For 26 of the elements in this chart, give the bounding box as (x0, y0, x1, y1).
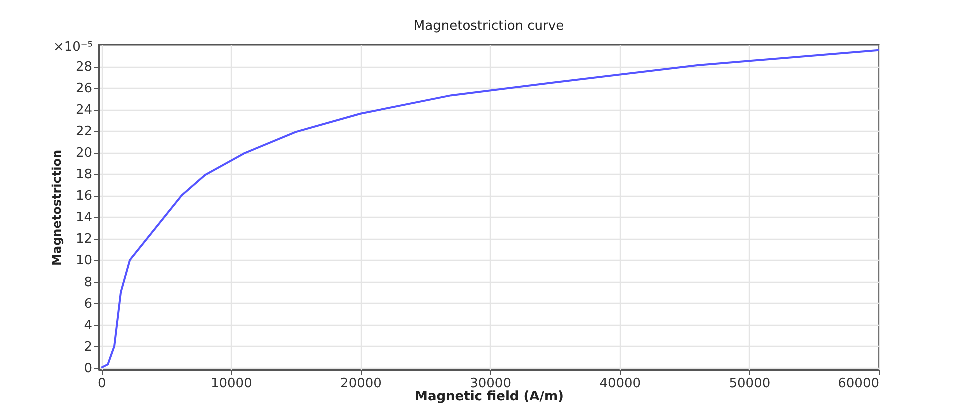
x-axis-title: Magnetic field (A/m) (415, 390, 564, 404)
x-tick-label: 50000 (729, 376, 771, 392)
y-tick-label: 4 (84, 318, 92, 334)
y-tick-label: 12 (76, 232, 92, 248)
x-tick-label: 0 (98, 376, 106, 392)
y-tick-label: 16 (76, 189, 92, 204)
y-tick-label: 8 (84, 275, 92, 290)
y-tick-label: 10 (76, 254, 92, 269)
x-tick-label: 20000 (340, 376, 382, 392)
x-tick-label: 10000 (210, 376, 252, 392)
x-tick-label: 40000 (600, 376, 642, 392)
chart-title: Magnetostriction curve (414, 19, 564, 34)
text: ×10⁻⁵ (53, 40, 93, 55)
y-tick-label: 20 (76, 146, 92, 162)
y-tick-label: 26 (76, 82, 92, 97)
x-tick-label: 60000 (838, 376, 880, 392)
y-tick-label: 22 (76, 124, 92, 140)
y-tick-label: 28 (76, 60, 92, 76)
y-tick-label: 6 (84, 296, 92, 312)
y-axis-title: Magnetostriction (50, 150, 64, 266)
y-tick-label: 18 (76, 168, 92, 183)
y-tick-label: 2 (84, 340, 92, 355)
y-tick-label: 0 (84, 361, 92, 376)
y-tick-label: 14 (76, 210, 92, 226)
y-tick-label: 24 (76, 103, 92, 118)
x-tick-label: 30000 (470, 376, 512, 392)
